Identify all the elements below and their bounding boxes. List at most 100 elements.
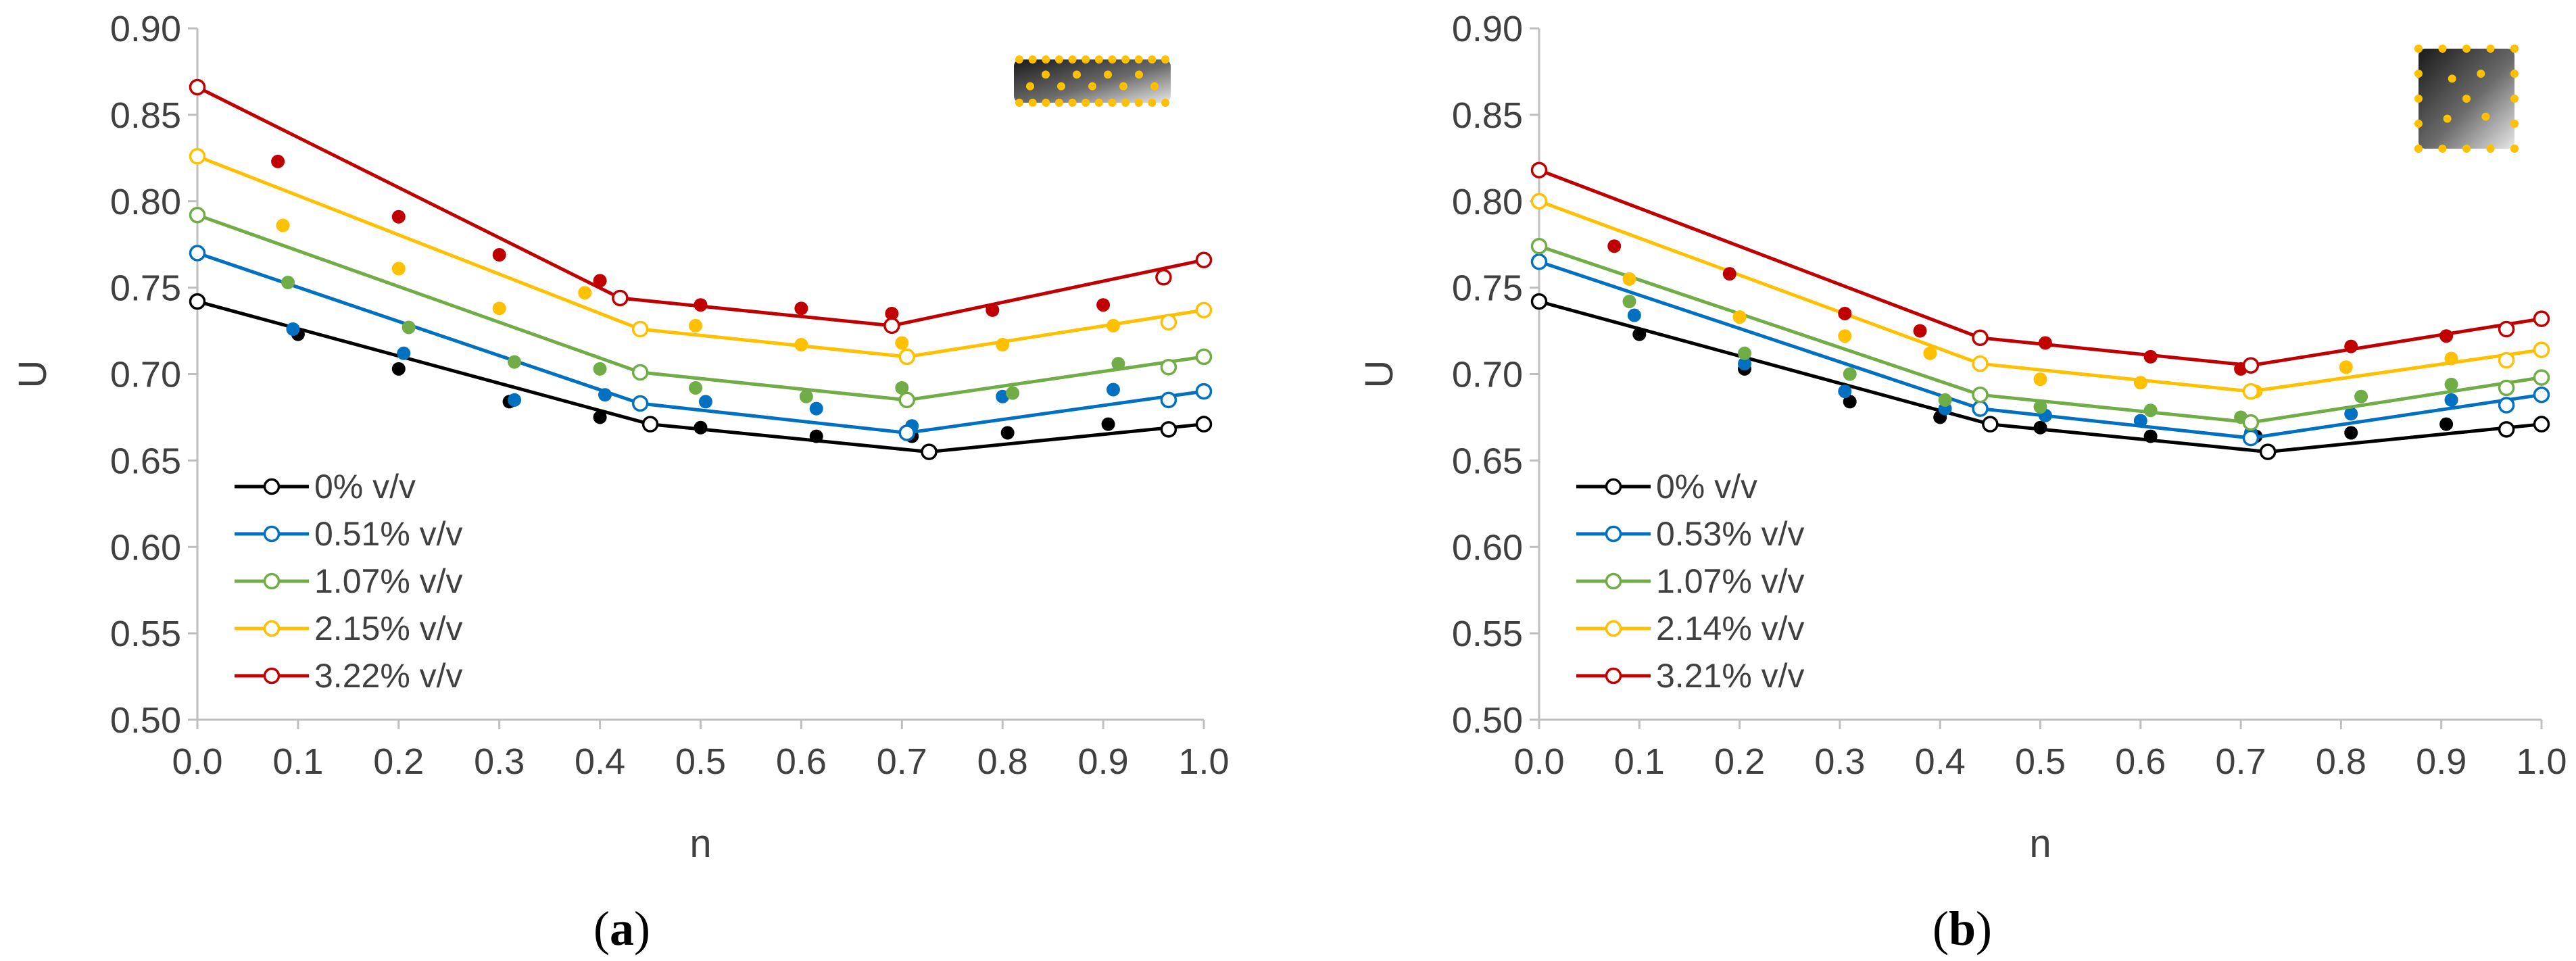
- x-tick-label: 0.8: [2316, 741, 2366, 782]
- chart-panel-b: 0.50 0.55 0.60 0.65 0.70 0.75 0.80 0.85 0.90 0.0 0…: [1357, 9, 2567, 956]
- x-axis-title: n: [689, 822, 711, 866]
- legend-label: 1.07% v/v: [314, 562, 463, 600]
- x-tick-label: 0.9: [1078, 741, 1129, 782]
- particle-dot: [1054, 99, 1063, 107]
- particle-dot: [2510, 145, 2519, 153]
- x-tick-label: 1.0: [1178, 741, 1229, 782]
- y-tick-label: 0.75: [110, 268, 181, 309]
- particle-dot: [1161, 99, 1169, 107]
- x-tick-label: 0.1: [1614, 741, 1665, 782]
- x-tick-label: 0.9: [2416, 741, 2466, 782]
- y-tick-label: 0.50: [1452, 700, 1523, 741]
- particle-dot: [1042, 99, 1050, 107]
- data-point-filled: [689, 380, 703, 395]
- particle-dot: [2486, 145, 2495, 153]
- x-tick-label: 0.2: [373, 741, 424, 782]
- x-tick-label: 0.4: [575, 741, 625, 782]
- data-point-filled: [689, 318, 703, 332]
- legend-marker: [1605, 620, 1622, 637]
- legend-item-0-v-v: 0% v/v: [235, 468, 416, 506]
- data-point-open: [2498, 397, 2515, 414]
- data-point-filled: [593, 410, 607, 424]
- data-point-open: [2242, 414, 2260, 431]
- series-3-22-v-v: [189, 78, 1213, 335]
- data-point-filled: [794, 301, 808, 316]
- data-point-open: [2242, 357, 2260, 374]
- particle-dot: [2414, 70, 2423, 78]
- x-tick-label: 0.7: [2216, 741, 2266, 782]
- data-point-open: [2259, 443, 2277, 460]
- data-point-filled: [809, 401, 823, 416]
- data-point-filled: [1607, 239, 1622, 253]
- particle-dot: [2477, 70, 2485, 78]
- x-tick-label: 0.3: [1814, 741, 1865, 782]
- data-point-open: [1195, 301, 1213, 319]
- data-point-filled: [1838, 385, 1852, 399]
- data-point-open: [2533, 341, 2550, 358]
- data-point-open: [2533, 386, 2550, 403]
- particle-dot: [1104, 70, 1112, 79]
- particle-dot: [1026, 82, 1034, 91]
- data-point-filled: [391, 262, 406, 276]
- data-point-open: [189, 245, 206, 262]
- particle-dot: [1068, 55, 1077, 64]
- legend-item-0-53-v-v: 0.53% v/v: [1576, 515, 1805, 553]
- data-point-filled: [2439, 417, 2454, 431]
- particle-dot: [2481, 112, 2490, 121]
- data-point-filled: [397, 346, 411, 360]
- particle-dot: [1148, 99, 1157, 107]
- panel-label-letter: b: [1949, 902, 1976, 956]
- data-point-filled: [895, 336, 909, 350]
- data-point-filled: [492, 301, 506, 316]
- x-tick-label: 0.5: [675, 741, 726, 782]
- data-point-filled: [1838, 306, 1852, 320]
- legend-marker: [263, 620, 281, 637]
- particle-dot: [1028, 55, 1037, 64]
- y-tick-label: 0.85: [110, 95, 181, 136]
- particle-dot: [2486, 45, 2495, 53]
- legend-marker: [1605, 667, 1622, 685]
- data-point-open: [898, 424, 915, 441]
- data-point-open: [1972, 355, 1989, 372]
- data-point-filled: [1000, 426, 1015, 440]
- data-point-filled: [1101, 417, 1115, 431]
- data-point-open: [2498, 379, 2515, 397]
- panel-label-close-paren: ): [1976, 902, 1992, 956]
- data-point-filled: [593, 274, 607, 288]
- data-point-filled: [2344, 407, 2358, 421]
- legend-item-1-07-v-v: 1.07% v/v: [1576, 562, 1805, 600]
- particle-dot: [1088, 82, 1096, 91]
- data-point-open: [883, 317, 900, 335]
- particle-dot: [1082, 55, 1090, 64]
- data-point-open: [631, 364, 649, 381]
- particle-dot: [2443, 114, 2452, 123]
- chart-panel-a: 0.50 0.55 0.60 0.65 0.70 0.75 0.80 0.85 0.90 0.0 0…: [11, 9, 1230, 956]
- particle-dot: [1108, 55, 1117, 64]
- particle-dot: [1135, 70, 1143, 79]
- particle-dot: [2510, 95, 2519, 103]
- x-axis-title: n: [2029, 822, 2051, 866]
- data-point-filled: [1632, 327, 1647, 341]
- y-tick-label: 0.85: [1452, 95, 1523, 136]
- particle-dot: [1015, 99, 1023, 107]
- y-tick-label: 0.55: [110, 614, 181, 654]
- data-point-filled: [271, 154, 285, 168]
- data-point-open: [1195, 416, 1213, 433]
- data-point-filled: [2444, 393, 2458, 407]
- data-point-filled: [2439, 329, 2454, 343]
- data-point-open: [1982, 416, 1999, 433]
- data-point-filled: [799, 389, 813, 403]
- data-point-filled: [794, 338, 808, 352]
- data-point-open: [1195, 348, 1213, 366]
- data-point-open: [1530, 162, 1548, 178]
- data-point-filled: [1622, 272, 1636, 286]
- data-point-open: [898, 348, 915, 366]
- y-tick-label: 0.70: [1452, 355, 1523, 395]
- data-point-open: [898, 391, 915, 409]
- data-point-open: [631, 395, 649, 412]
- data-point-open: [1160, 391, 1177, 409]
- data-point-filled: [1006, 386, 1020, 400]
- series-0-v-v: [189, 293, 1213, 460]
- particle-dot: [2414, 95, 2423, 103]
